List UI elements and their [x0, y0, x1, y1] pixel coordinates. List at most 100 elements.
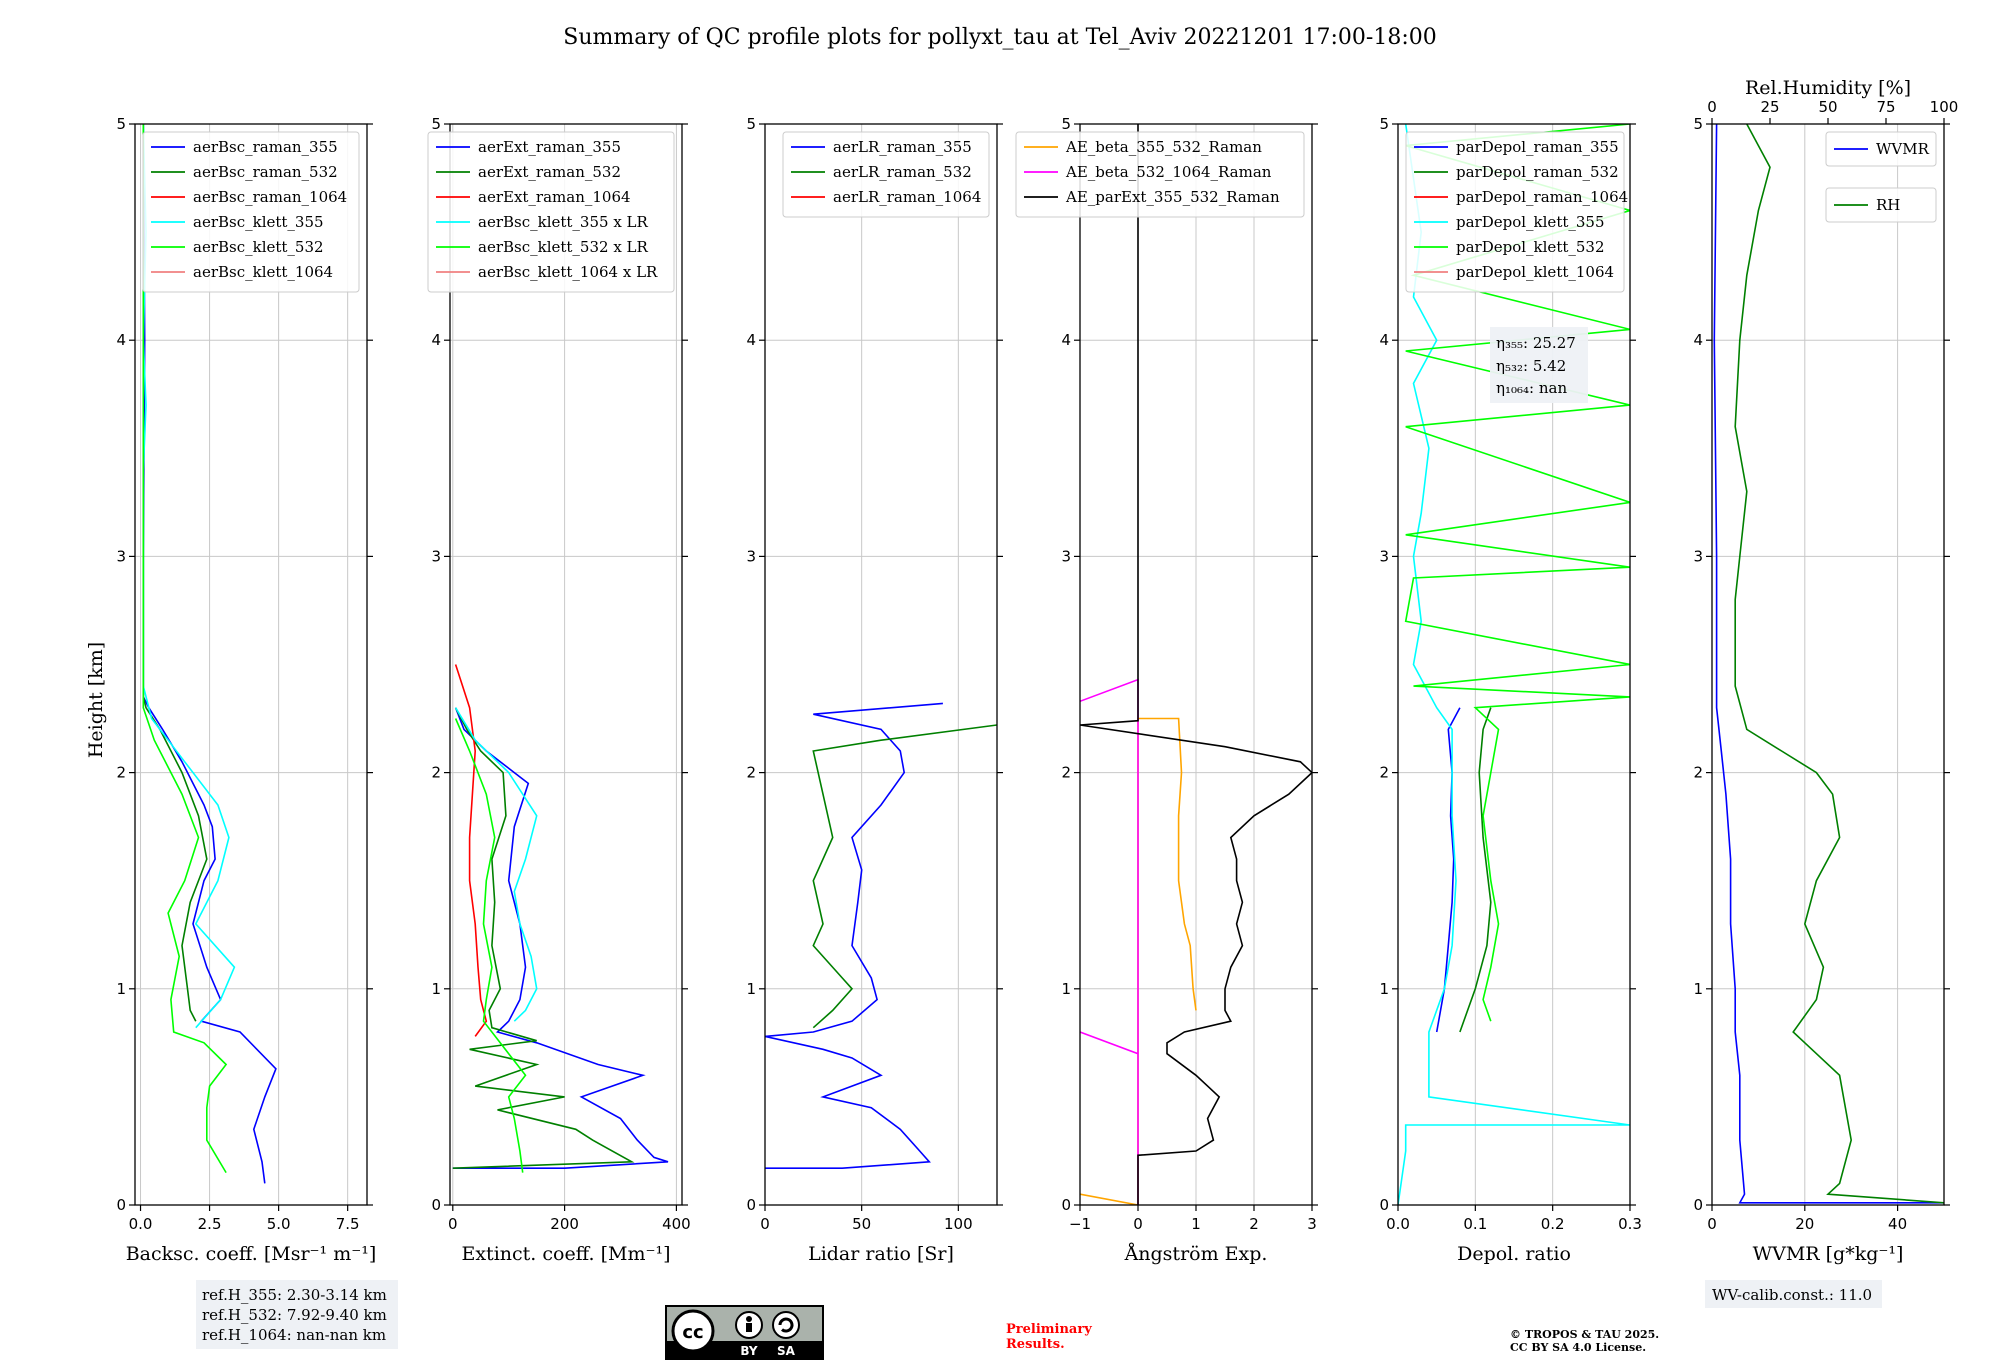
- legend-label: RH: [1876, 196, 1900, 214]
- series-line-parDepol_raman_532: [1459, 707, 1492, 1033]
- legend-label: parDepol_raman_1064: [1456, 188, 1628, 206]
- x2-axis-label: Rel.Humidity [%]: [1745, 77, 1911, 99]
- legend-box: [1015, 131, 1305, 218]
- y-tick-label: 5: [746, 115, 756, 133]
- x2-tick-label: 0: [1707, 98, 1717, 116]
- x-axis-label: Backsc. coeff. [Msr⁻¹ m⁻¹]: [126, 1243, 377, 1265]
- y-tick-label: 5: [1379, 115, 1389, 133]
- y-tick-label: 3: [1693, 547, 1703, 565]
- legend-box: [1405, 131, 1625, 293]
- legend-label: aerBsc_klett_1064: [193, 263, 333, 281]
- plot-frame: [764, 123, 998, 1206]
- refh-1064: ref.H_1064: nan-nan km: [202, 1326, 386, 1344]
- cc-sa-label: SA: [777, 1344, 796, 1358]
- plot-frame: [1711, 123, 1945, 1206]
- legend-label: aerBsc_klett_355: [193, 213, 324, 231]
- y-tick-label: 0: [746, 1196, 756, 1214]
- y-tick-label: 0: [1061, 1196, 1071, 1214]
- x-tick-label: 0.0: [1386, 1215, 1410, 1233]
- legend-box: [1825, 187, 1937, 223]
- y-tick-label: 3: [746, 547, 756, 565]
- wv-calib-box: WV-calib.const.: 11.0: [1705, 1280, 1882, 1308]
- series-line-aerBsc_klett_532: [142, 124, 228, 1174]
- series-line-aerExt_raman_532: [452, 707, 635, 1169]
- x-tick-label: 0.1: [1463, 1215, 1487, 1233]
- share-alike-icon: [772, 1311, 800, 1339]
- y-tick-label: 1: [431, 980, 441, 998]
- x-tick-label: −1: [1069, 1215, 1091, 1233]
- x-tick-label: 40: [1888, 1215, 1907, 1233]
- legend-box: [427, 131, 675, 293]
- x-axis-label: Ångström Exp.: [1124, 1243, 1268, 1265]
- y-tick-label: 4: [116, 331, 126, 349]
- y-tick-label: 1: [1693, 980, 1703, 998]
- legend-label: AE_beta_355_532_Raman: [1065, 138, 1262, 156]
- panel-5: 0 1 2 3 4 5 0.0 0.1 0.2 0.3 Depol. ratio parDepol_r…: [1379, 115, 1641, 1265]
- panels: 0 1 2 3 4 5 0.0 2.5 5.0 7.5 Backsc. coeff. [Msr⁻¹ …: [116, 77, 1958, 1265]
- legend-label: aerExt_raman_532: [478, 163, 621, 181]
- legend-box: [1825, 131, 1937, 167]
- series-line-aerExt_raman_355: [452, 707, 669, 1169]
- legend: AE_beta_355_532_Raman AE_beta_532_1064_Ra…: [1015, 131, 1305, 218]
- legend-box: [782, 131, 990, 218]
- x-tick-label: 50: [852, 1215, 871, 1233]
- x-tick-label: 0: [1133, 1215, 1143, 1233]
- y-tick-label: 2: [1061, 764, 1071, 782]
- x-tick-label: 20: [1795, 1215, 1814, 1233]
- plot-frame: [134, 123, 368, 1206]
- legend: aerLR_raman_355 aerLR_raman_532 aerLR_rama…: [782, 131, 990, 218]
- x-tick-label: 0: [1707, 1215, 1717, 1233]
- legend-label: aerExt_raman_355: [478, 138, 621, 156]
- x-tick-label: 3: [1307, 1215, 1317, 1233]
- x-axis-label: Depol. ratio: [1457, 1243, 1571, 1265]
- x-tick-label: 100: [944, 1215, 973, 1233]
- x-tick-label: 0: [760, 1215, 770, 1233]
- y-tick-label: 2: [1693, 764, 1703, 782]
- legend-label: aerBsc_klett_532: [193, 238, 324, 256]
- eta-532: η₅₃₂: 5.42: [1496, 357, 1566, 375]
- x-tick-label: 5.0: [267, 1215, 291, 1233]
- y-axis-label: Height [km]: [85, 642, 107, 758]
- series-line-RH: [1734, 124, 1944, 1204]
- wv-calib-text: WV-calib.const.: 11.0: [1712, 1286, 1872, 1304]
- y-tick-label: 3: [116, 547, 126, 565]
- preliminary-line1: Preliminary: [1006, 1322, 1092, 1337]
- y-tick-label: 5: [1061, 115, 1071, 133]
- plot-frame: [449, 123, 683, 1206]
- y-tick-label: 4: [1379, 331, 1389, 349]
- panel-2: 0 1 2 3 4 5 0 200 400 Extinct. coeff. [Mm⁻¹] aerEx…: [427, 115, 691, 1265]
- x-tick-label: 2: [1249, 1215, 1259, 1233]
- series-line-aerLR_raman_355: [765, 702, 943, 1169]
- legend: aerExt_raman_355 aerExt_raman_532 aerExt_r…: [427, 131, 675, 293]
- legend-label: WVMR: [1876, 140, 1930, 158]
- panel-1: 0 1 2 3 4 5 0.0 2.5 5.0 7.5 Backsc. coeff. [Msr⁻¹ …: [116, 115, 376, 1265]
- x2-tick-label: 50: [1818, 98, 1837, 116]
- y-tick-label: 4: [1061, 331, 1071, 349]
- legend-label: AE_beta_532_1064_Raman: [1065, 163, 1272, 181]
- series-line-parDepol_klett_532: [1404, 124, 1630, 1022]
- y-tick-label: 5: [116, 115, 126, 133]
- x2-tick-label: 25: [1760, 98, 1779, 116]
- x-axis-label: WVMR [g*kg⁻¹]: [1753, 1243, 1904, 1265]
- y-tick-label: 0: [1379, 1196, 1389, 1214]
- series-line-AE_parExt_355_532_Raman: [1080, 124, 1312, 1205]
- series-line-parDepol_raman_355: [1435, 707, 1461, 1033]
- x-tick-label: 0.3: [1618, 1215, 1642, 1233]
- figure-title: Summary of QC profile plots for pollyxt_…: [563, 25, 1436, 50]
- legend-label: aerBsc_raman_532: [193, 163, 338, 181]
- y-tick-label: 1: [1379, 980, 1389, 998]
- refh-532: ref.H_532: 7.92-9.40 km: [202, 1306, 387, 1324]
- x-tick-label: 1: [1191, 1215, 1201, 1233]
- eta-1064: η₁₀₆₄: nan: [1496, 379, 1567, 397]
- y-tick-label: 1: [1061, 980, 1071, 998]
- x-tick-label: 0.0: [129, 1215, 153, 1233]
- eta-355: η₃₅₅: 25.27: [1496, 334, 1576, 352]
- plot-frame: [1397, 123, 1631, 1206]
- series-line-AE_beta_532_1064_Raman: [1080, 678, 1139, 1205]
- legend-label: AE_parExt_355_532_Raman: [1065, 188, 1280, 206]
- series-line-aerBsc_klett_532 x LR: [454, 718, 527, 1173]
- y-tick-label: 2: [431, 764, 441, 782]
